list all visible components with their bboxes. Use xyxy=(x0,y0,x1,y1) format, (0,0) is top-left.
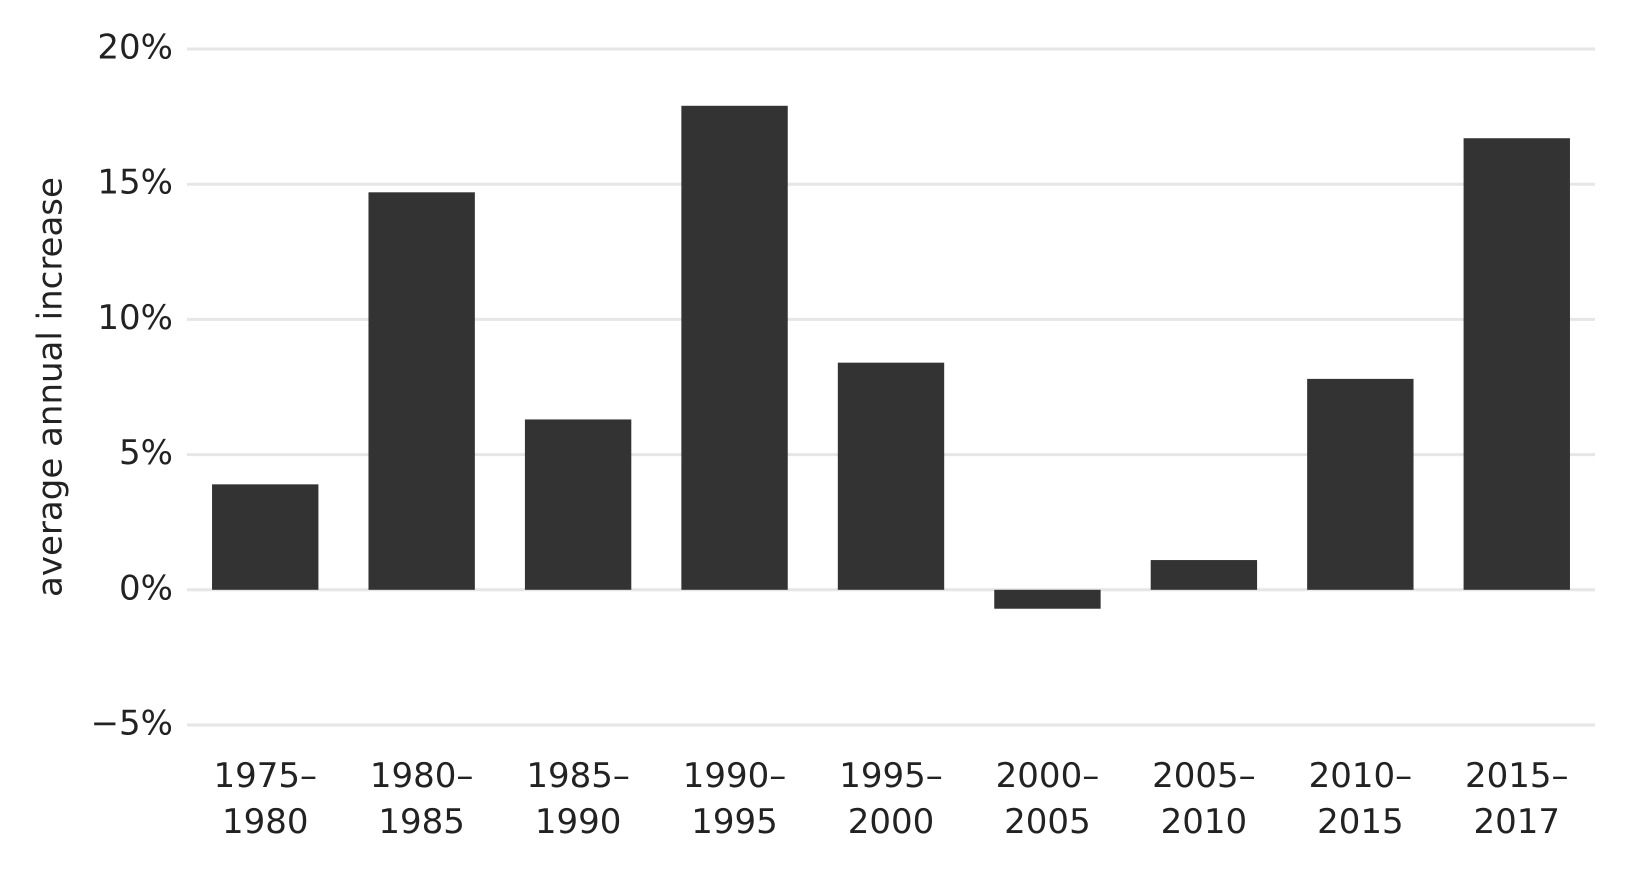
y-tick-label: 0% xyxy=(119,568,173,608)
bar xyxy=(212,484,319,590)
x-tick-label: 1980– 1985 xyxy=(370,756,474,842)
x-tick-label: 2005– 2010 xyxy=(1152,756,1256,842)
y-tick-label: 20% xyxy=(97,28,173,68)
x-tick-label: 1975– 1980 xyxy=(213,756,317,842)
x-tick-label: 2010– 2015 xyxy=(1309,756,1413,842)
bar xyxy=(368,192,475,590)
bar xyxy=(837,362,945,590)
y-tick-label: 5% xyxy=(119,433,173,473)
x-tick-label: 1995– 2000 xyxy=(839,756,943,842)
x-tick-label: 1985– 1990 xyxy=(526,756,630,842)
bar xyxy=(681,105,788,590)
x-tick-label: 1990– 1995 xyxy=(683,756,787,842)
y-tick-label: 15% xyxy=(97,163,173,203)
bar xyxy=(1307,378,1414,590)
bar xyxy=(524,419,632,590)
x-tick-label: 2000– 2005 xyxy=(996,756,1100,842)
y-axis-label: average annual increase xyxy=(31,177,71,597)
x-tick-label: 2015– 2017 xyxy=(1465,756,1569,842)
y-tick-label: 10% xyxy=(97,298,173,338)
y-tick-label: −5% xyxy=(91,704,173,744)
bar xyxy=(994,589,1101,609)
bar xyxy=(1150,560,1258,590)
bar xyxy=(1463,138,1570,590)
